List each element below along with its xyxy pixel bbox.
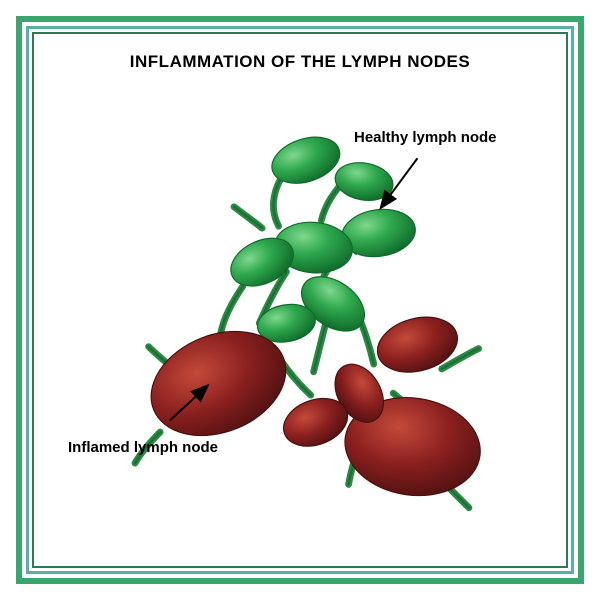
frame-outer: INFLAMMATION OF THE LYMPH NODES (16, 16, 584, 584)
healthy-nodes-group (223, 129, 418, 346)
inflamed-nodes-group (135, 309, 486, 504)
frame-inner: INFLAMMATION OF THE LYMPH NODES (32, 32, 568, 568)
lymph-diagram (34, 34, 566, 566)
label-inflamed: Inflamed lymph node (68, 439, 218, 456)
frame-mid: INFLAMMATION OF THE LYMPH NODES (26, 26, 574, 574)
label-healthy: Healthy lymph node (354, 129, 497, 146)
